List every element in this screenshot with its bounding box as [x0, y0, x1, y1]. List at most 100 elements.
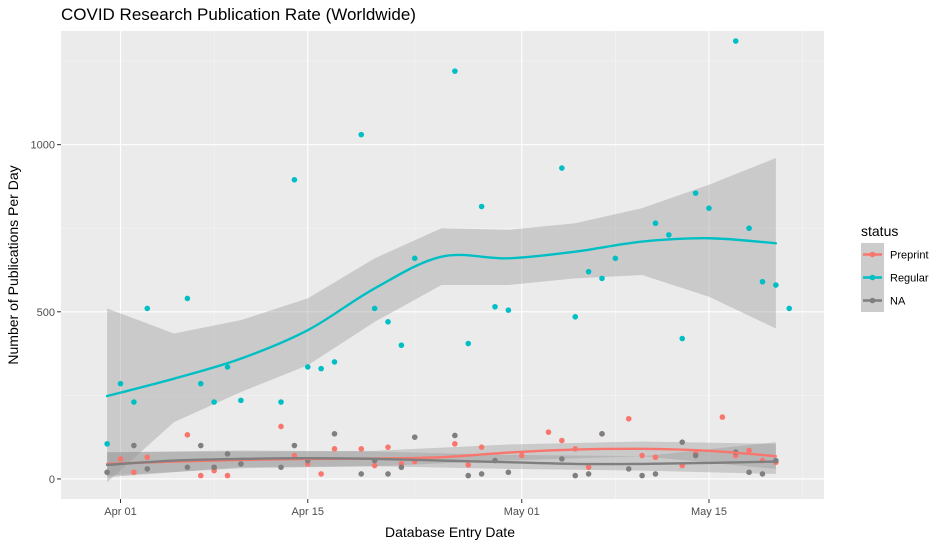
data-point-preprint — [318, 471, 324, 477]
smooth-line-regular — [105, 237, 778, 398]
data-point-regular — [291, 176, 298, 183]
data-point-regular — [331, 359, 338, 365]
data-point-preprint — [559, 437, 565, 444]
data-point-regular — [692, 190, 699, 196]
data-point-regular — [238, 397, 244, 404]
data-point-regular — [452, 68, 458, 74]
data-point-regular — [411, 255, 418, 262]
data-point-regular — [304, 364, 311, 370]
data-point-preprint — [719, 414, 726, 420]
data-point-na — [238, 461, 244, 467]
y-tick-label: 0 — [49, 474, 55, 486]
legend-dot-na — [869, 297, 876, 304]
data-point-na — [131, 442, 137, 449]
data-point-regular — [599, 275, 605, 282]
data-point-preprint — [184, 432, 191, 438]
data-point-regular — [612, 255, 619, 262]
legend-label-preprint: Preprint — [890, 250, 929, 262]
data-points — [104, 38, 793, 479]
smooth-line-na — [105, 457, 778, 467]
data-point-preprint — [371, 462, 378, 469]
data-point-na — [572, 472, 579, 479]
data-point-na — [104, 469, 110, 476]
legend-label-na: NA — [890, 296, 906, 308]
data-point-regular — [371, 305, 378, 312]
data-point-regular — [478, 203, 485, 210]
data-point-preprint — [197, 472, 204, 479]
data-point-na — [411, 434, 418, 440]
data-point-na — [144, 466, 151, 472]
x-axis-title: Database Entry Date — [385, 524, 515, 540]
data-point-preprint — [639, 452, 645, 459]
data-point-regular — [224, 364, 231, 370]
x-tick-label: Apr 01 — [104, 506, 136, 518]
data-point-regular — [398, 342, 405, 349]
data-point-na — [585, 471, 592, 477]
data-point-preprint — [358, 446, 365, 452]
y-tick-label: 1000 — [31, 140, 55, 152]
data-point-regular — [117, 380, 124, 387]
data-point-preprint — [291, 452, 298, 459]
data-point-preprint — [224, 472, 231, 479]
data-point-regular — [706, 205, 712, 211]
data-point-preprint — [625, 415, 632, 422]
data-point-regular — [746, 225, 752, 232]
data-point-na — [452, 432, 458, 439]
data-point-regular — [211, 399, 217, 405]
data-point-preprint — [545, 429, 552, 435]
data-point-preprint — [117, 456, 124, 462]
data-point-na — [224, 451, 231, 457]
data-point-na — [358, 471, 365, 477]
x-tick-label: May 15 — [691, 506, 727, 518]
data-point-preprint — [465, 462, 472, 468]
data-point-regular — [492, 303, 498, 310]
data-point-na — [652, 471, 659, 477]
data-point-na — [465, 472, 472, 479]
data-point-na — [331, 431, 338, 437]
data-point-regular — [559, 165, 565, 171]
legend-dot-preprint — [869, 251, 876, 258]
data-point-regular — [197, 380, 204, 387]
data-point-na — [278, 464, 284, 471]
data-point-preprint — [585, 464, 592, 471]
x-tick-label: Apr 15 — [292, 506, 324, 518]
data-point-regular — [732, 38, 739, 44]
data-point-na — [291, 442, 298, 449]
confidence-band-regular — [107, 158, 776, 483]
data-point-na — [746, 469, 752, 476]
data-point-regular — [679, 335, 686, 342]
data-point-na — [478, 471, 485, 477]
legend: status Preprint Regular NA — [861, 223, 929, 312]
data-point-preprint — [385, 444, 391, 450]
data-point-preprint — [652, 454, 659, 461]
plot-panel — [61, 31, 824, 499]
data-point-preprint — [131, 469, 137, 476]
data-point-preprint — [518, 452, 525, 459]
data-point-na — [759, 471, 766, 477]
data-point-regular — [358, 131, 365, 138]
data-point-regular — [385, 319, 391, 325]
chart-title: COVID Research Publication Rate (Worldwi… — [61, 5, 416, 24]
data-point-regular — [666, 232, 672, 238]
legend-dot-regular — [869, 274, 876, 281]
y-axis-title: Number of Publications Per Day — [5, 165, 21, 364]
data-point-regular — [585, 268, 592, 275]
data-point-preprint — [452, 441, 458, 447]
data-point-na — [398, 464, 405, 471]
data-point-na — [639, 472, 645, 479]
data-point-regular — [759, 278, 766, 285]
y-tick-label: 500 — [37, 307, 55, 319]
data-point-na — [197, 442, 204, 449]
data-point-preprint — [331, 446, 338, 452]
data-point-regular — [184, 295, 191, 302]
y-axis: 0 500 1000 — [31, 140, 61, 486]
smooth-lines — [105, 237, 778, 467]
data-point-preprint — [746, 447, 752, 454]
data-point-regular — [278, 399, 284, 405]
data-point-regular — [773, 282, 779, 288]
grid-major — [61, 31, 824, 499]
data-point-na — [625, 466, 632, 472]
data-point-regular — [131, 399, 137, 405]
x-tick-label: May 01 — [504, 506, 540, 518]
